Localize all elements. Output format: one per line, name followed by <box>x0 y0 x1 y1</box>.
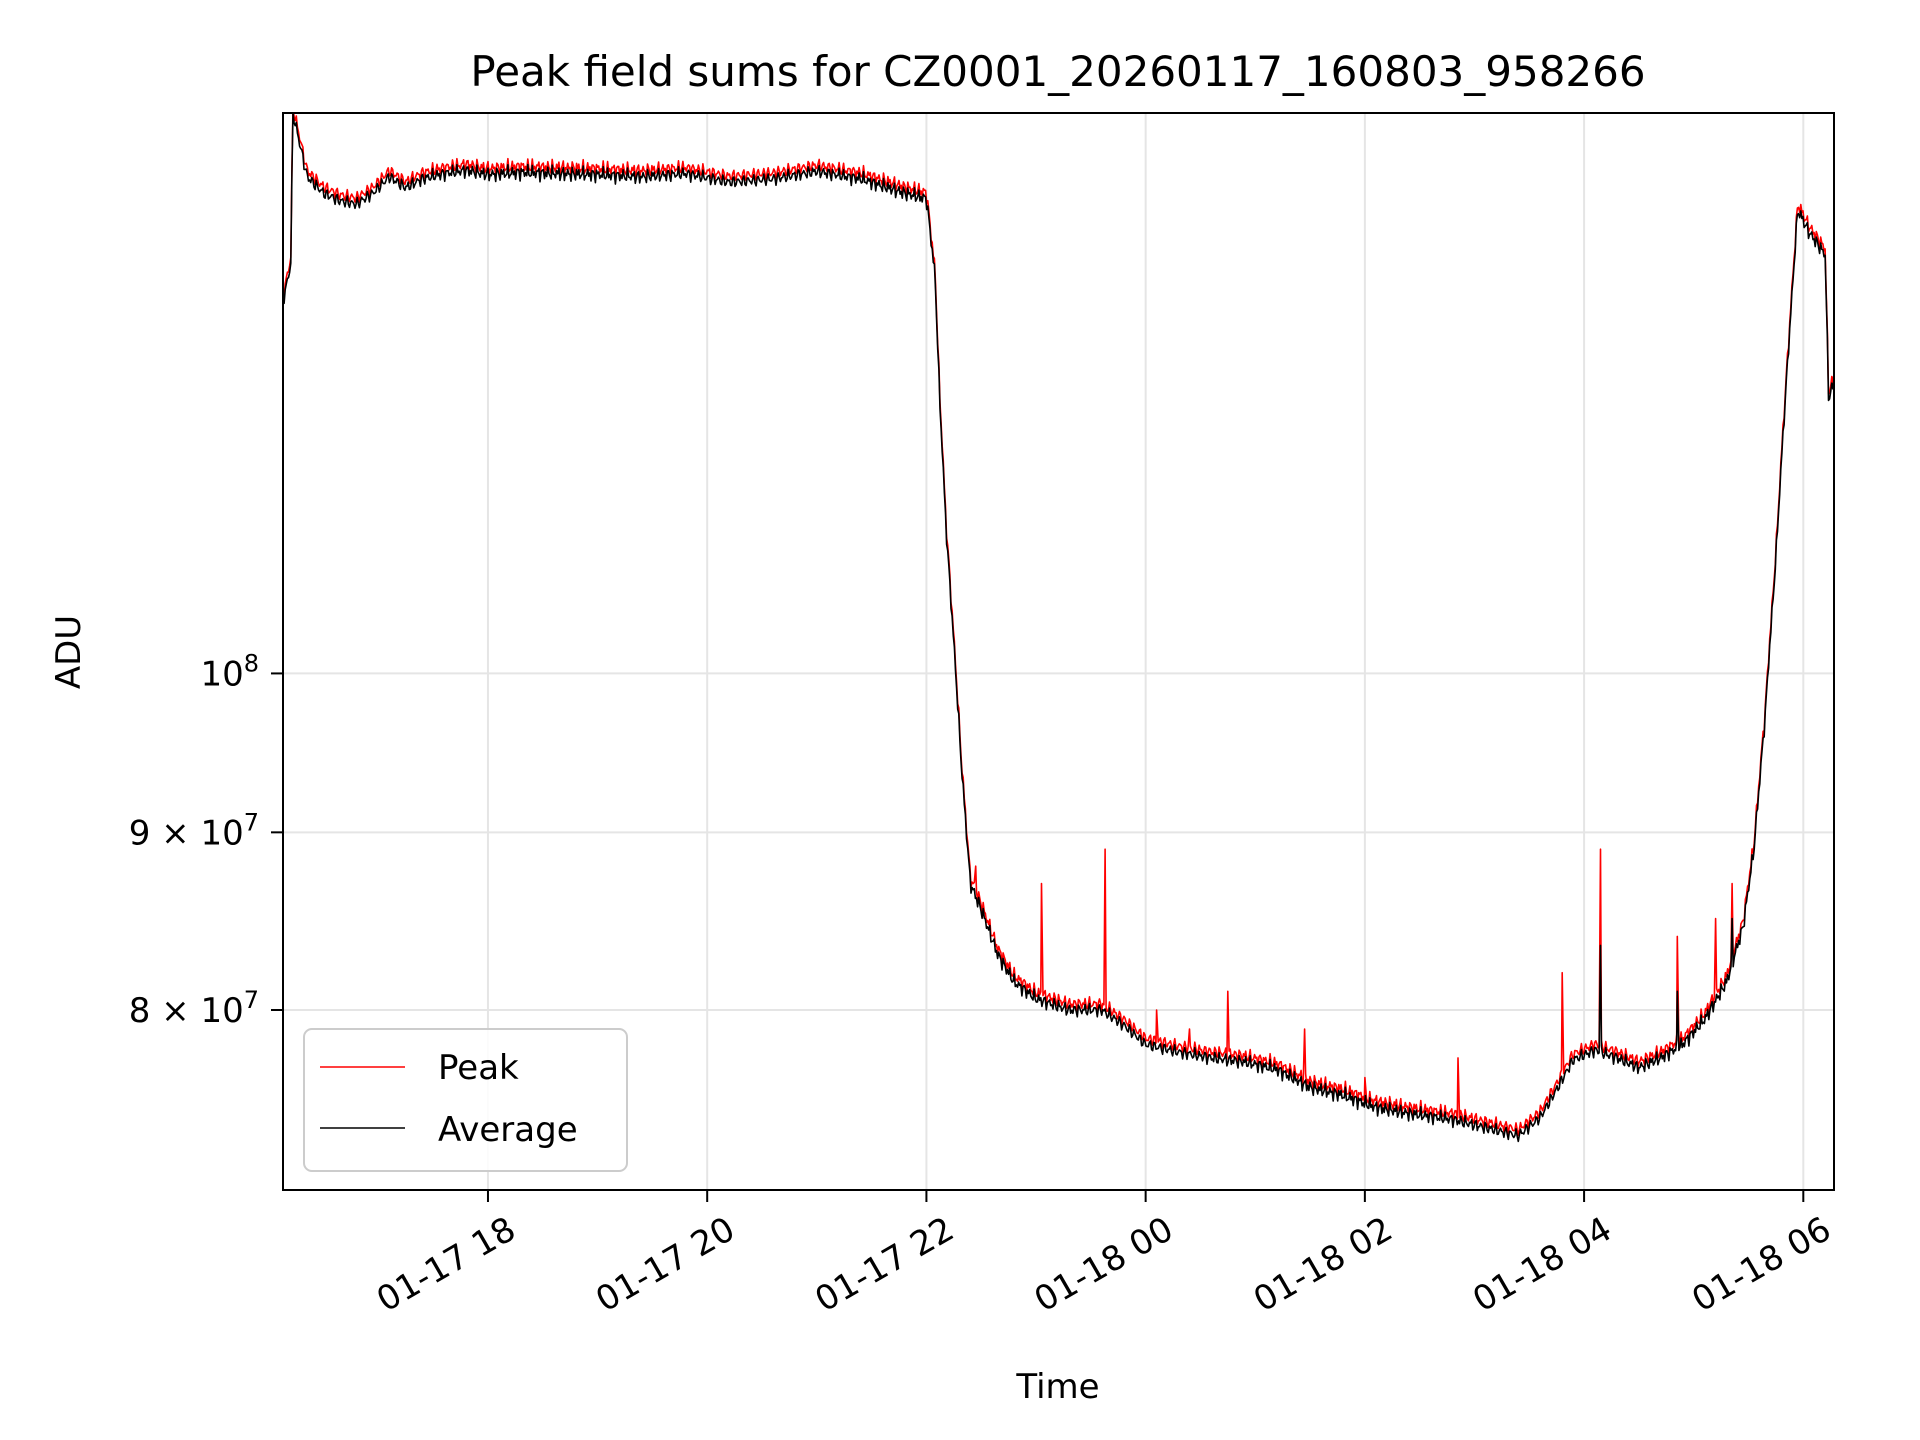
axes-frame <box>282 112 1835 1191</box>
series-line-peak <box>283 113 1834 1137</box>
y-tick-label: 8 × 107 <box>129 986 259 1031</box>
grid-layer <box>283 113 1834 1190</box>
x-axis-title: Time <box>1015 1367 1099 1407</box>
series-layer <box>283 113 1834 1143</box>
y-axis-title: ADU <box>49 615 89 689</box>
legend-label-peak: Peak <box>438 1048 519 1088</box>
y-tick-label: 9 × 107 <box>129 808 259 853</box>
series-line-average <box>283 113 1834 1143</box>
chart-title: Peak field sums for CZ0001_20260117_1608… <box>470 47 1645 96</box>
legend-box <box>303 1028 628 1172</box>
legend: Peak Average <box>303 1028 628 1172</box>
y-tick-label: 108 <box>200 649 259 694</box>
legend-label-average: Average <box>438 1110 578 1150</box>
